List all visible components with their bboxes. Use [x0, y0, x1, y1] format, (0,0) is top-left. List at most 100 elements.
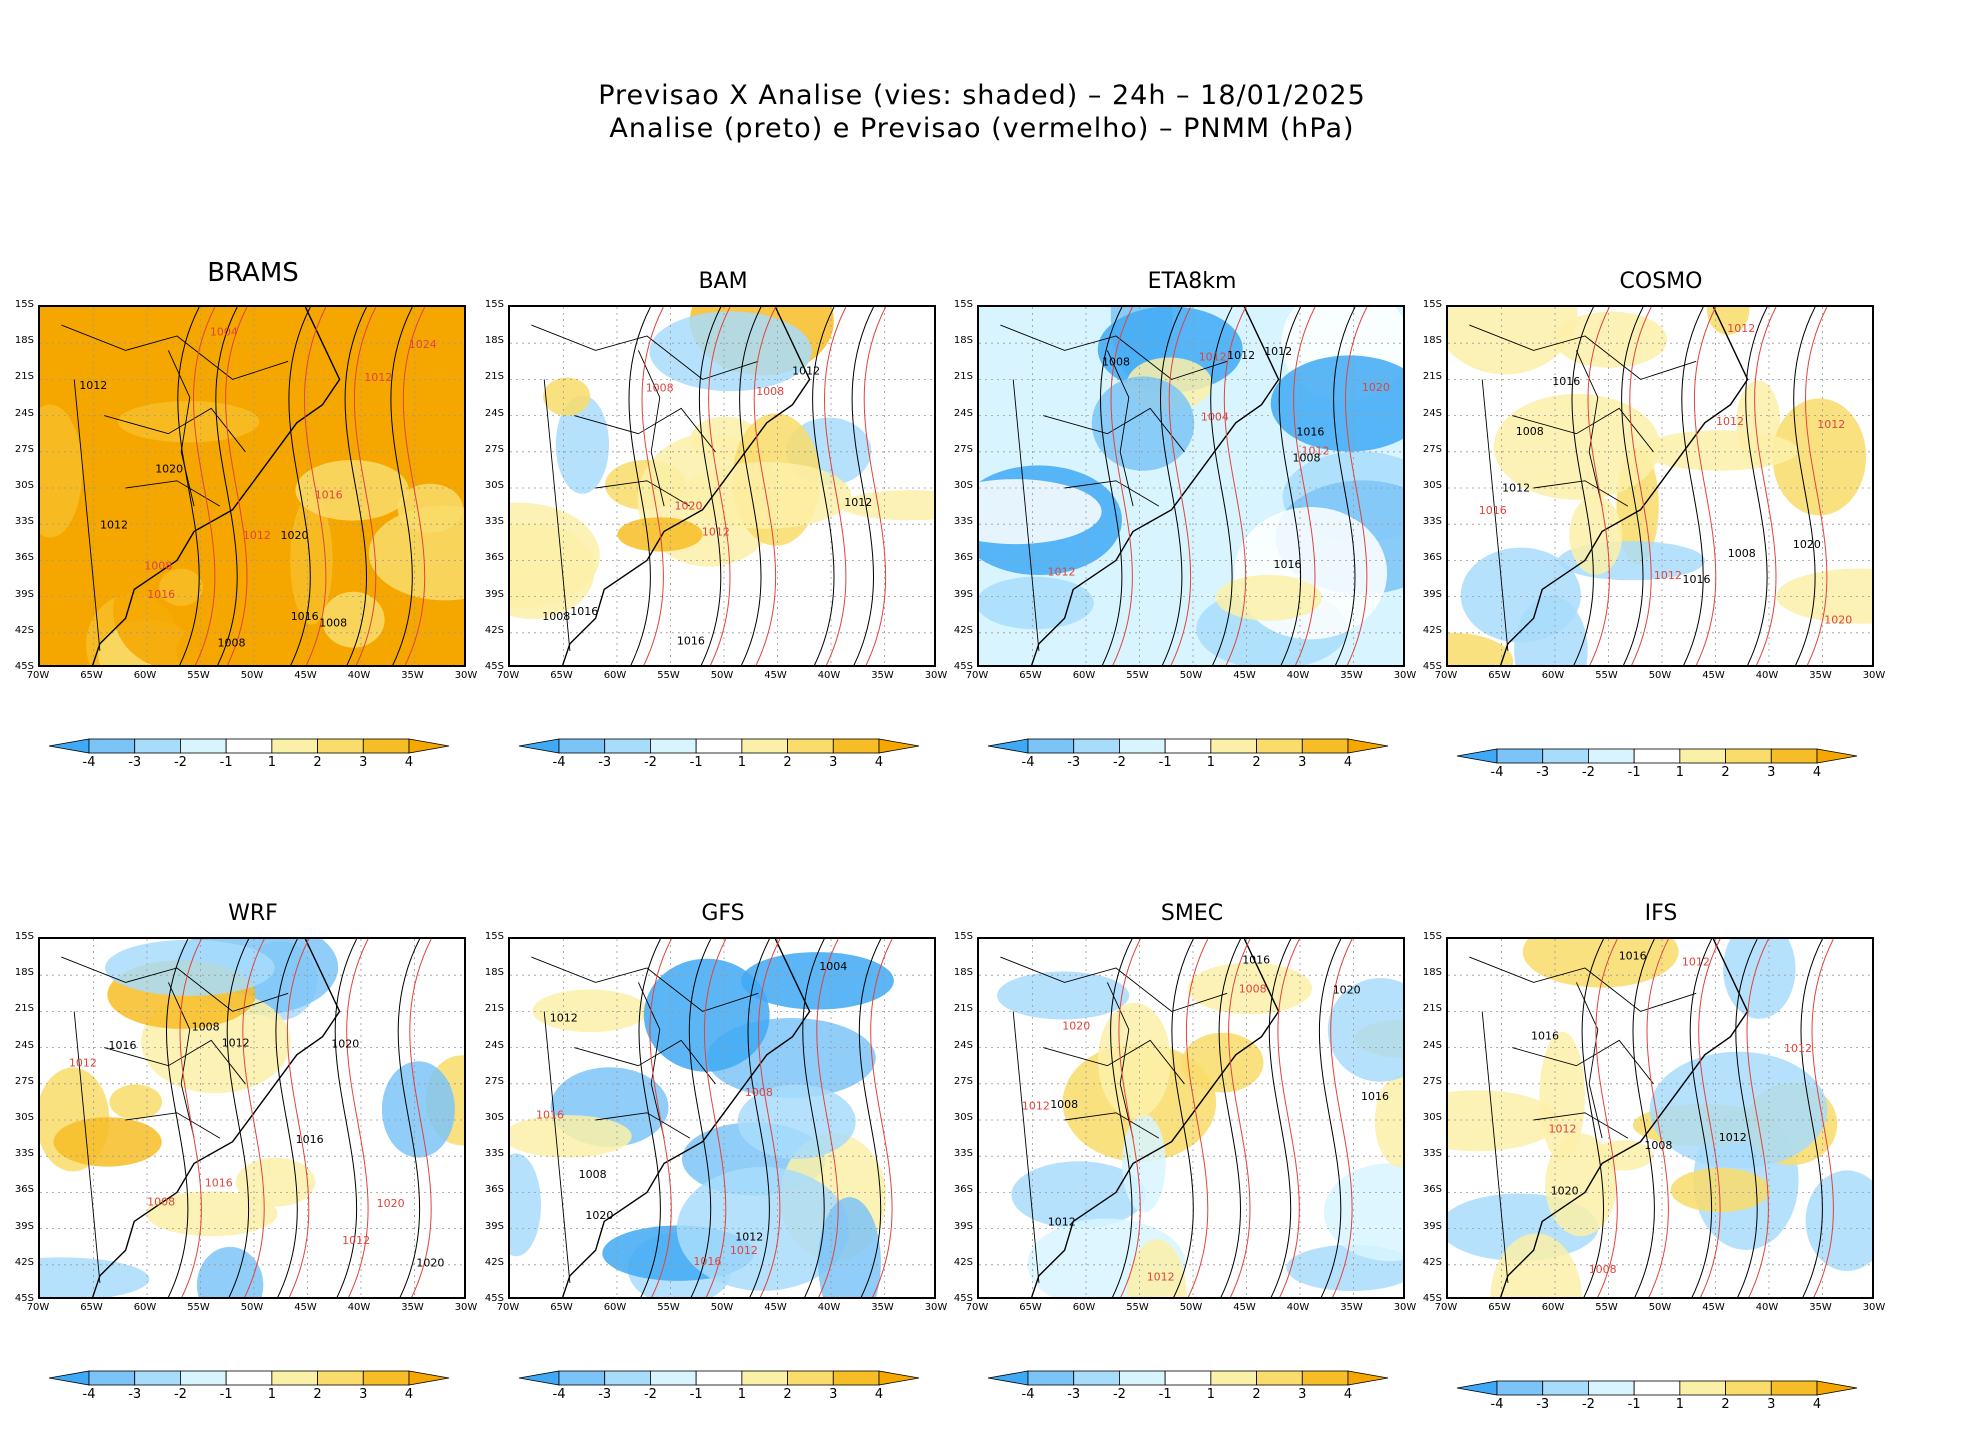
colorbar-bin — [558, 738, 606, 754]
bias-shade — [1448, 1090, 1560, 1152]
isobar-label: 1012 — [1048, 1216, 1076, 1229]
country-border — [574, 407, 716, 453]
lat-tick-label: 24S — [953, 407, 973, 419]
bias-shade — [113, 551, 241, 665]
lon-tick-label: 50W — [710, 670, 734, 681]
lat-tick-label: 36S — [1422, 552, 1442, 564]
colorbar-bin — [1633, 1380, 1681, 1396]
lat-tick-label: 24S — [14, 1039, 34, 1051]
lat-tick-label: 21S — [14, 371, 34, 383]
lon-tick-label: 70W — [496, 670, 520, 681]
lat-tick-label: 21S — [1422, 371, 1442, 383]
colorbar-bin — [695, 1370, 743, 1386]
forecast-isobar — [346, 939, 369, 1297]
colorbar-tick-label: 1 — [1206, 755, 1215, 770]
colorbar-tick-label: -3 — [1067, 755, 1081, 770]
colorbar-min-arrow — [1456, 748, 1498, 764]
analysis-isobar — [858, 939, 882, 1297]
analysis-isobar — [1278, 307, 1302, 665]
forecast-isobar — [1185, 939, 1209, 1297]
isobar-label: 1016 — [147, 588, 175, 601]
isobar-label: 1012 — [1022, 1100, 1050, 1113]
forecast-isobar — [1754, 307, 1777, 665]
colorbar-tick-label: -2 — [1112, 755, 1126, 770]
isobar-label: 1020 — [1062, 1020, 1090, 1033]
colorbar-bin — [1027, 738, 1075, 754]
analysis-isobar — [215, 307, 238, 665]
bias-shade — [741, 952, 894, 1010]
analysis-isobar — [390, 307, 413, 665]
colorbar-tick-label: 4 — [874, 755, 884, 770]
lon-tick-label: 60W — [1541, 1302, 1565, 1313]
analysis-isobar — [1621, 307, 1644, 665]
colorbar-tick-label: 3 — [829, 755, 838, 770]
colorbar-min-arrow — [987, 738, 1029, 754]
map-canvas: 1008 1012 1016 1012 1020 1008 1016 1012 1012 — [1448, 939, 1872, 1297]
analysis-isobar — [1110, 939, 1133, 1297]
country-border — [104, 1039, 246, 1085]
bias-shade — [351, 323, 464, 416]
colorbar-bin — [1542, 748, 1589, 764]
bias-shade — [1569, 495, 1623, 575]
isobar-label: 1020 — [1551, 1185, 1579, 1198]
lat-tick-label: 18S — [484, 967, 504, 979]
colorbar-max-arrow — [408, 1370, 450, 1386]
analysis-isobar — [1689, 939, 1713, 1297]
coastline — [1031, 939, 1280, 1297]
map-canvas: 1012100810161012102010201016101210081016… — [40, 939, 464, 1297]
isobar-label: 1012 — [844, 496, 872, 509]
colorbar-tick-label: -1 — [219, 755, 233, 770]
colorbar-tick-label: -4 — [82, 755, 96, 770]
lat-tick-label: 21S — [484, 371, 504, 383]
bias-shade — [368, 505, 464, 601]
lon-tick-label: 45W — [764, 670, 787, 681]
lat-tick-label: 30S — [484, 480, 504, 491]
isobar-label: 1020 — [331, 1038, 359, 1051]
lat-tick-label: 15S — [953, 931, 973, 942]
colorbar-tick-label: 4 — [1343, 755, 1353, 770]
isobar-label: 1012 — [1502, 481, 1530, 494]
colorbar-bin — [225, 738, 273, 754]
lon-tick-label: 55W — [1595, 670, 1618, 681]
lat-tick-label: 33S — [14, 516, 34, 528]
colorbar-tick-label: -1 — [1158, 755, 1172, 770]
forecast-isobar — [758, 939, 781, 1297]
isobar-label: 1016 — [536, 1108, 564, 1121]
colorbar-bin — [787, 1370, 834, 1386]
forecast-isobar — [703, 939, 727, 1297]
lon-tick-label: 35W — [871, 1302, 894, 1313]
isobar-label: 1024 — [409, 338, 437, 351]
forecast-isobar — [1587, 307, 1610, 665]
colorbar — [518, 1370, 920, 1386]
forecast-isobar — [641, 307, 664, 665]
panel-title: COSMO — [1619, 269, 1703, 294]
colorbar-bin — [1256, 738, 1303, 754]
lon-tick-label: 35W — [1809, 670, 1832, 681]
country-border — [531, 956, 759, 1012]
lon-tick-label: 60W — [603, 1302, 627, 1313]
country-border — [1106, 350, 1134, 507]
isobar-label: 1008 — [542, 610, 570, 623]
colorbar-bin — [1027, 1370, 1075, 1386]
lat-tick-label: 39S — [484, 588, 504, 600]
lat-tick-label: 39S — [953, 588, 973, 600]
colorbar-bin — [1633, 748, 1681, 764]
lat-tick-label: 30S — [1422, 1112, 1442, 1123]
lat-tick-label: 24S — [1422, 1039, 1442, 1051]
isobar-label: 1008 — [1239, 983, 1267, 996]
lon-tick-label: 65W — [1019, 1302, 1042, 1313]
bias-shade — [649, 311, 812, 392]
colorbar-bin — [650, 1370, 697, 1386]
panel-title: BRAMS — [207, 258, 299, 288]
colorbar-tick-label: -3 — [1067, 1387, 1081, 1402]
isobar-label: 1008 — [1293, 451, 1321, 464]
colorbar-bin — [362, 738, 410, 754]
country-border — [1012, 379, 1040, 651]
lon-tick-label: 65W — [80, 670, 103, 681]
country-border — [543, 1011, 571, 1283]
colorbar-tick-label: -2 — [1581, 1397, 1595, 1412]
lon-tick-label: 70W — [965, 1302, 989, 1313]
isobar-label: 1008 — [319, 616, 347, 629]
country-border — [543, 379, 571, 651]
